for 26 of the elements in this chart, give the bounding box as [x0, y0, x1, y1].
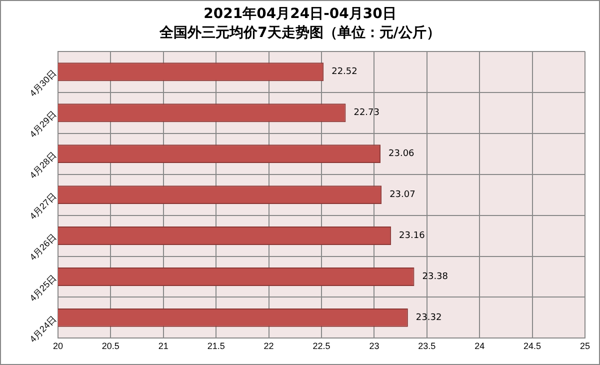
- x-tick-label: 22.5: [312, 341, 330, 352]
- x-tick-label: 23.5: [418, 341, 436, 352]
- y-tick-label: 4月29日: [28, 108, 58, 140]
- x-tick-label: 24.5: [524, 341, 542, 352]
- data-label: 23.06: [388, 149, 415, 160]
- x-tick-label: 21.5: [207, 341, 225, 352]
- chart-subtitle: 全国外三元均价7天走势图（单位：元/公斤）: [158, 24, 442, 43]
- y-tick-label: 4月25日: [28, 272, 58, 304]
- x-tick-label: 20.5: [102, 341, 120, 352]
- y-tick-label: 4月30日: [28, 68, 58, 98]
- x-tick-label: 21: [158, 341, 168, 352]
- y-tick-label: 4月27日: [28, 190, 58, 222]
- data-label: 22.73: [354, 108, 380, 118]
- data-label: 23.38: [422, 272, 448, 282]
- x-tick-label: 24: [474, 341, 485, 352]
- x-tick-label: 25: [580, 341, 590, 352]
- data-label: 22.52: [332, 67, 358, 78]
- data-label: 23.07: [390, 190, 416, 200]
- data-label: 23.32: [416, 313, 442, 324]
- x-tick-label: 20: [52, 341, 63, 352]
- chart-title: 2021年04月24日-04月30日: [202, 5, 398, 24]
- y-tick-label: 4月26日: [28, 232, 58, 262]
- x-tick-label: 22: [264, 341, 274, 352]
- y-tick-label: 4月28日: [28, 150, 58, 180]
- data-label: 23.16: [399, 231, 426, 242]
- x-tick-label: 23: [369, 341, 380, 352]
